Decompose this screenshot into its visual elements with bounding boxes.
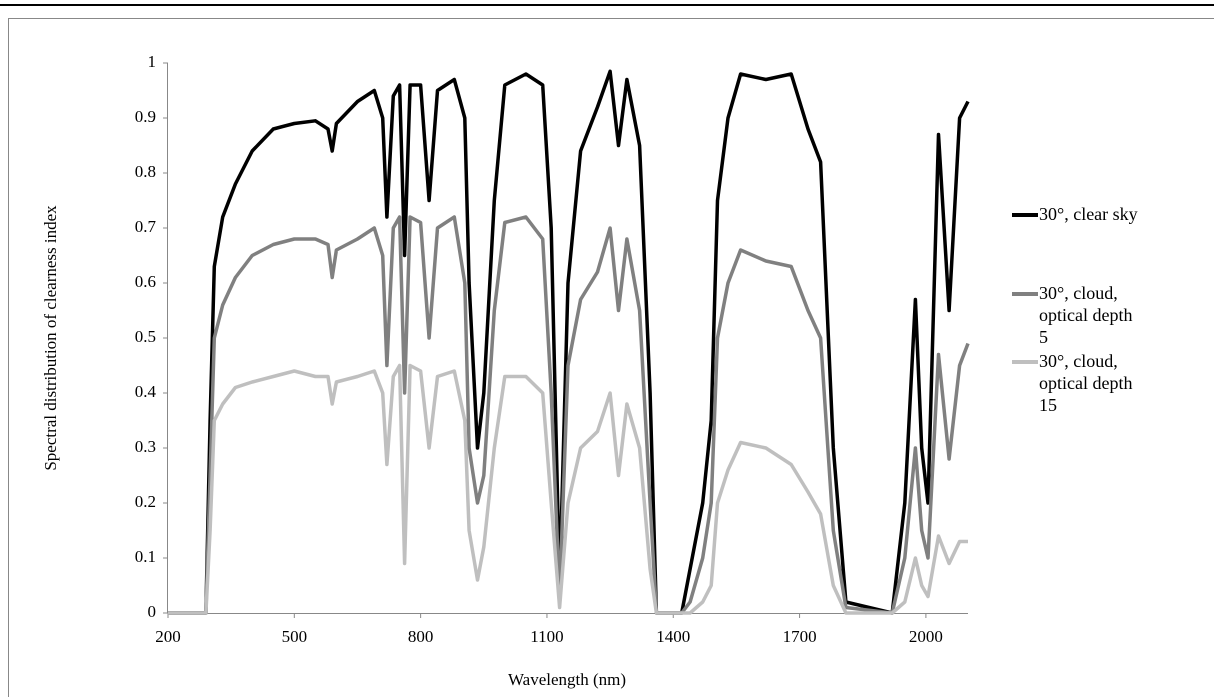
legend-item: 30°, cloud, optical depth 15 xyxy=(1012,350,1144,416)
y-tick-label: 0.4 xyxy=(135,382,157,401)
x-tick-label: 200 xyxy=(155,627,181,646)
y-tick-label: 0.1 xyxy=(135,547,156,566)
series-line xyxy=(168,69,970,615)
y-tick-label: 0.3 xyxy=(135,437,156,456)
x-tick-label: 1100 xyxy=(530,627,563,646)
legend-label: 30°, clear sky xyxy=(1039,204,1138,224)
legend-item: 30°, clear sky xyxy=(1012,203,1144,225)
y-tick-label: 0.2 xyxy=(135,492,156,511)
y-tick-label: 0.6 xyxy=(135,272,156,291)
y-tick-label: 0.8 xyxy=(135,162,156,181)
legend-label: 30°, cloud, optical depth 5 xyxy=(1039,283,1133,347)
legend-swatch xyxy=(1012,292,1038,296)
legend-swatch xyxy=(1012,360,1038,364)
x-axis-label: Wavelength (nm) xyxy=(508,670,626,689)
x-tick-label: 500 xyxy=(282,627,308,646)
x-tick-label: 1700 xyxy=(783,627,817,646)
y-tick-label: 1 xyxy=(148,52,157,71)
legend-swatch xyxy=(1012,213,1038,217)
legend-label: 30°, cloud, optical depth 15 xyxy=(1039,351,1133,415)
x-tick-label: 1400 xyxy=(656,627,690,646)
y-axis-label: Spectral distribution of clearness index xyxy=(41,205,60,471)
legend-item: 30°, cloud, optical depth 5 xyxy=(1012,282,1144,348)
x-tick-label: 2000 xyxy=(909,627,943,646)
y-tick-label: 0.9 xyxy=(135,107,156,126)
x-tick-label: 800 xyxy=(408,627,434,646)
series-line xyxy=(168,363,968,615)
y-tick-label: 0 xyxy=(148,602,157,621)
chart-frame xyxy=(8,18,1214,697)
y-tick-label: 0.7 xyxy=(135,217,157,236)
y-tick-label: 0.5 xyxy=(135,327,156,346)
series-line xyxy=(168,215,970,615)
